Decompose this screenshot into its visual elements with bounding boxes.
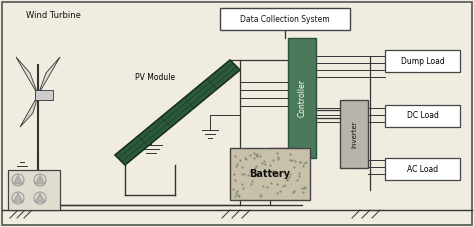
Bar [288,38,316,158]
Polygon shape [115,60,240,165]
Polygon shape [35,193,45,202]
Bar [35,90,53,100]
Bar [230,148,310,200]
Bar [220,8,350,30]
Text: PV Module: PV Module [135,74,175,82]
Bar [8,170,60,210]
Text: Wind Turbine: Wind Turbine [26,12,81,20]
Text: Battery: Battery [249,169,291,179]
Polygon shape [20,95,38,127]
Polygon shape [38,57,60,95]
Bar [385,105,460,127]
Text: Dump Load: Dump Load [401,57,444,66]
Polygon shape [13,175,23,184]
Bar [385,158,460,180]
Bar [340,100,368,168]
Polygon shape [16,57,38,95]
Text: Data Collection System: Data Collection System [240,15,330,24]
Bar [385,50,460,72]
Text: Controller: Controller [298,79,307,117]
Polygon shape [35,175,45,184]
Text: AC Load: AC Load [407,165,438,173]
Text: DC Load: DC Load [407,111,438,121]
Text: Inverter: Inverter [351,120,357,148]
Polygon shape [13,193,23,202]
